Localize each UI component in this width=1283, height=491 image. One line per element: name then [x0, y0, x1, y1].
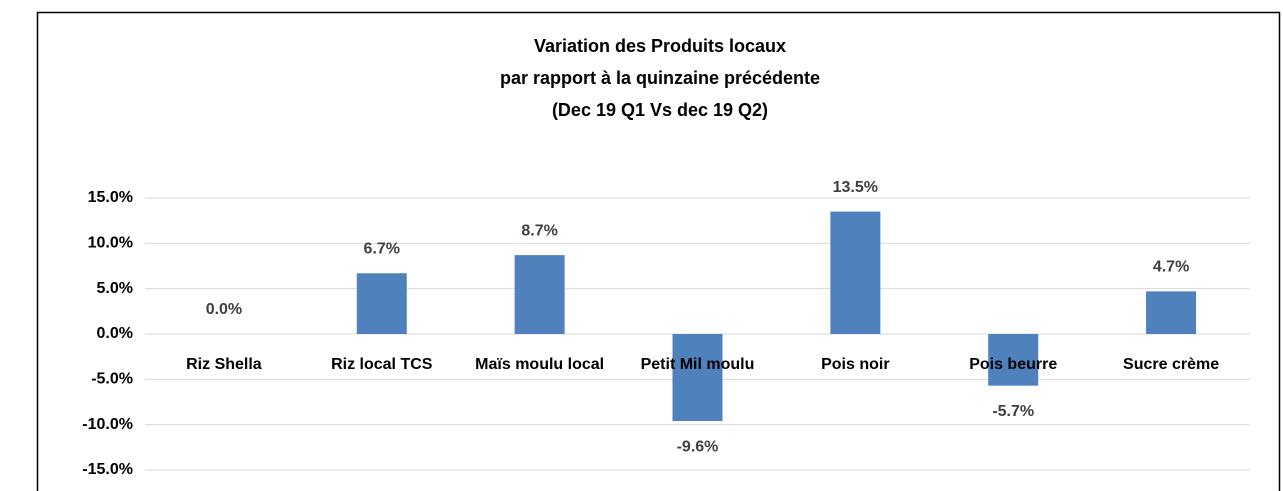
- bar: [1146, 291, 1197, 334]
- x-tick-label: Petit Mil moulu: [640, 356, 755, 373]
- data-label: 13.5%: [833, 179, 878, 196]
- x-tick-label-box: Sucre crème: [1123, 356, 1220, 373]
- bar: [830, 211, 881, 334]
- x-tick-label: Maïs moulu local: [475, 356, 605, 373]
- y-tick-label: 0.0%: [97, 325, 133, 342]
- x-tick-label: Pois noir: [821, 356, 890, 373]
- x-tick-label-box: Maïs moulu local: [475, 356, 605, 373]
- x-tick-label-box: Pois noir: [821, 356, 890, 373]
- data-label: 0.0%: [206, 301, 242, 318]
- x-tick-label: Riz Shella: [186, 356, 262, 373]
- data-label: -5.7%: [992, 403, 1034, 420]
- chart-title: (Dec 19 Q1 Vs dec 19 Q2): [552, 100, 768, 120]
- chart-title: Variation des Produits locaux: [534, 36, 786, 56]
- x-tick-label-box: Petit Mil moulu: [640, 356, 755, 373]
- bar: [672, 334, 723, 422]
- data-label: 6.7%: [364, 240, 400, 257]
- data-label: 4.7%: [1153, 259, 1189, 276]
- y-tick-label: -10.0%: [82, 416, 133, 433]
- y-tick-label: 10.0%: [88, 235, 133, 252]
- data-label: 8.7%: [521, 222, 557, 239]
- x-tick-label-box: Riz local TCS: [331, 356, 433, 373]
- y-tick-label: -15.0%: [82, 461, 133, 478]
- y-tick-label: -5.0%: [91, 371, 133, 388]
- x-tick-label: Sucre crème: [1123, 356, 1220, 373]
- data-label: -9.6%: [677, 438, 719, 455]
- chart-title: par rapport à la quinzaine précédente: [500, 68, 820, 88]
- y-tick-label: 15.0%: [88, 189, 133, 206]
- x-tick-label: Pois beurre: [969, 356, 1058, 373]
- x-tick-label-box: Pois beurre: [969, 356, 1058, 373]
- y-tick-label: 5.0%: [97, 280, 133, 297]
- x-tick-label-box: Riz Shella: [186, 356, 262, 373]
- x-tick-label: Riz local TCS: [331, 356, 433, 373]
- bar: [356, 273, 407, 334]
- chart-border: [36, 11, 1281, 491]
- bar: [988, 334, 1039, 386]
- bar: [514, 255, 565, 334]
